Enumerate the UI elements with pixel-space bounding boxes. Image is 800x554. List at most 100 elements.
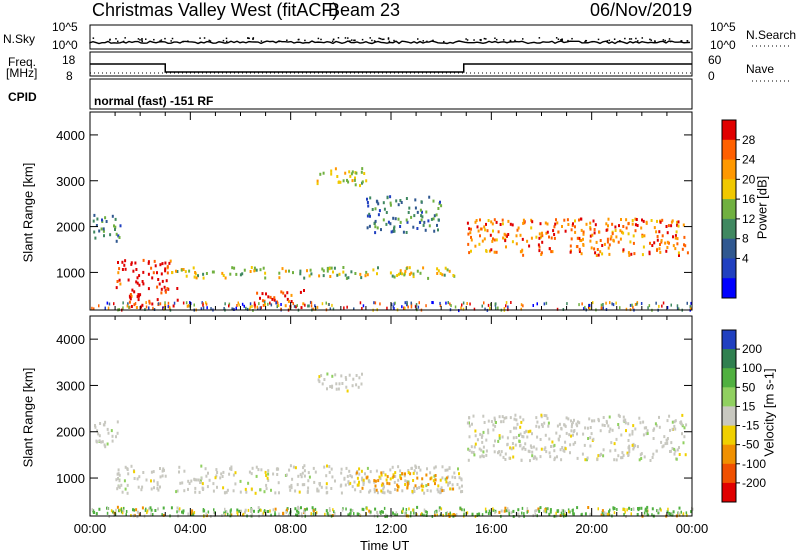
velocity-cell	[301, 483, 304, 487]
velocity-cell	[399, 474, 402, 477]
velocity-cell	[657, 511, 660, 515]
power-cell	[660, 239, 663, 242]
velocity-noise-cell	[274, 511, 276, 515]
power-cell	[344, 273, 347, 277]
power-noise-cell	[386, 306, 388, 310]
velocity-cell	[93, 511, 96, 514]
velocity-cell	[589, 444, 592, 448]
power-cell	[101, 218, 103, 222]
power-cell	[261, 292, 264, 296]
nsky-point	[479, 39, 481, 41]
velocity-cell	[662, 444, 665, 448]
velocity-cell	[613, 507, 616, 510]
power-cell	[405, 218, 408, 222]
power-cell	[300, 306, 303, 310]
power-cell	[574, 225, 576, 229]
power-cell	[326, 266, 329, 270]
velocity-cell	[454, 513, 457, 517]
velocity-cell	[543, 414, 546, 417]
velocity-cell	[601, 510, 604, 514]
power-noise-cell	[588, 305, 590, 309]
velocity-cell	[614, 448, 617, 452]
velocity-cell	[265, 487, 268, 491]
velocity-cell	[103, 423, 106, 427]
power-noise-cell	[495, 306, 497, 310]
velocity-cell	[673, 420, 676, 424]
power-cell	[286, 297, 289, 301]
velocity-cell	[483, 421, 486, 424]
velocity-colorbar-tick-label: 200	[742, 342, 762, 356]
power-noise-cell	[236, 304, 238, 307]
velocity-cell	[350, 475, 353, 479]
velocity-cell	[116, 505, 119, 509]
velocity-cell	[178, 470, 180, 474]
power-noise-cell	[588, 303, 591, 307]
power-noise-cell	[251, 304, 253, 308]
velocity-cell	[434, 474, 437, 477]
power-cell	[166, 265, 169, 269]
power-cell	[399, 225, 402, 228]
velocity-cell	[303, 464, 306, 468]
nsky-point	[393, 39, 395, 42]
velocity-cell	[605, 419, 608, 423]
power-cell	[344, 171, 347, 175]
velocity-cell	[313, 480, 316, 484]
power-cell	[541, 234, 544, 238]
power-cell	[557, 230, 560, 234]
nsky-point	[171, 37, 174, 40]
power-cell	[134, 261, 137, 265]
velocity-cell	[460, 490, 462, 494]
velocity-cell	[445, 480, 448, 484]
velocity-cell	[316, 487, 319, 491]
power-cell	[318, 274, 321, 278]
power-cell	[570, 228, 573, 232]
power-cell	[354, 272, 357, 275]
velocity-cell	[440, 486, 443, 490]
velocity-cell	[557, 437, 560, 441]
power-noise-cell	[276, 305, 278, 309]
velocity-cell	[633, 445, 635, 449]
power-cell	[452, 274, 455, 277]
velocity-cell	[334, 373, 337, 377]
velocity-cell	[406, 481, 409, 485]
power-cell	[405, 231, 408, 234]
power-noise-cell	[353, 307, 355, 311]
velocity-noise-cell	[461, 508, 463, 512]
power-cell	[328, 267, 331, 271]
power-cell	[683, 235, 686, 239]
velocity-cell	[118, 479, 121, 483]
xtick-label: 08:00	[274, 521, 307, 536]
velocity-cell	[267, 469, 270, 473]
power-cell	[566, 218, 569, 222]
power-colorbar-segment	[722, 218, 736, 240]
power-noise-cell	[632, 305, 634, 309]
velocity-cell	[360, 382, 363, 386]
power-colorbar-tick-label: 16	[742, 192, 756, 206]
power-cell	[316, 179, 319, 183]
power-noise-cell	[91, 306, 93, 310]
velocity-cell	[358, 467, 361, 471]
velocity-cell	[415, 466, 418, 469]
velocity-ytick-label: 3000	[56, 378, 85, 393]
power-cell	[530, 236, 533, 240]
power-cell	[382, 218, 385, 222]
nsky-point	[116, 40, 119, 43]
power-cell	[515, 242, 518, 246]
power-noise-cell	[625, 307, 628, 311]
power-noise-cell	[666, 306, 669, 309]
velocity-cell	[492, 428, 495, 432]
velocity-cell	[586, 456, 589, 460]
power-cell	[621, 230, 623, 234]
velocity-cell	[449, 487, 452, 491]
power-noise-cell	[612, 303, 615, 307]
velocity-noise-cell	[678, 513, 681, 517]
power-cell	[128, 300, 131, 304]
velocity-cell	[485, 449, 488, 453]
nsky-point	[164, 37, 166, 40]
nsky-point	[331, 40, 334, 43]
velocity-noise-cell	[438, 508, 441, 512]
velocity-noise-cell	[416, 513, 418, 517]
nsky-point	[371, 39, 373, 42]
power-cell	[424, 228, 427, 232]
power-cell	[582, 230, 585, 234]
